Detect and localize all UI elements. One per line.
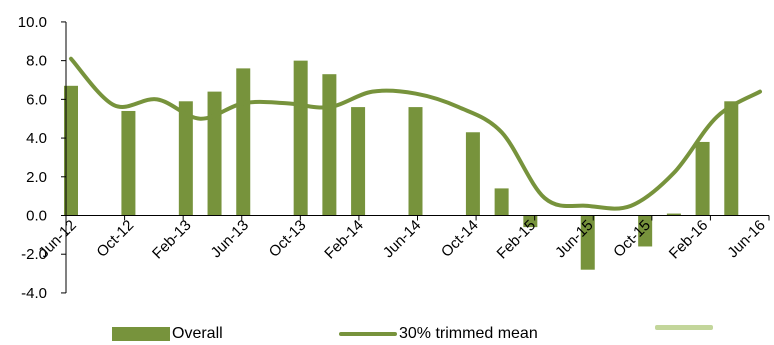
legend-swatch-unlabeled <box>655 325 713 330</box>
y-tick-label: -4.0 <box>21 285 47 302</box>
y-tick-label: 2.0 <box>26 169 47 186</box>
x-tick-label: Feb-13 <box>149 217 195 263</box>
bar-Feb-14 <box>351 107 366 216</box>
legend-label-trimmed-mean: 30% trimmed mean <box>399 325 538 342</box>
lines-layer <box>69 56 762 211</box>
bars-layer <box>64 60 739 270</box>
legend-item-trimmed-mean: 30% trimmed mean <box>339 325 538 343</box>
x-tick-label: Feb-14 <box>321 217 367 263</box>
y-tick-labels: 10.0 8.0 6.0 4.0 2.0 0.0 -2.0 -4.0 <box>18 14 47 302</box>
legend-label-overall: Overall <box>172 325 223 342</box>
y-tick-label: 6.0 <box>26 91 47 108</box>
chart: 10.08.06.04.02.00.0-2.0-4.0 Jun-12 Oct-12… <box>18 14 770 302</box>
x-tick-label: Oct-13 <box>266 217 310 261</box>
axes-layer <box>61 21 770 294</box>
bar-Dec-15 <box>666 213 681 216</box>
x-tick-label: Jun-14 <box>380 217 424 261</box>
bar-Feb-13 <box>178 101 193 216</box>
bar-Jun-12 <box>64 85 78 216</box>
x-tick-label: Oct-14 <box>438 217 482 261</box>
legend-swatch-trimmed-mean <box>339 332 397 336</box>
legend-swatch-overall <box>112 327 170 341</box>
x-tick-label: Oct-12 <box>93 217 137 261</box>
legend: Overall 30% trimmed mean <box>0 322 774 345</box>
bar-Apr-16 <box>724 101 739 216</box>
y-tick-label: 10.0 <box>18 14 47 31</box>
x-tick-label: Jun-16 <box>724 217 768 261</box>
y-tick-label: 4.0 <box>26 130 47 147</box>
legend-item-overall: Overall <box>112 325 223 343</box>
bar-Dec-14 <box>494 188 509 216</box>
y-tick-label: -2.0 <box>21 246 47 263</box>
y-tick-label: 8.0 <box>26 53 47 70</box>
bar-Jun-14 <box>408 107 423 216</box>
bar-Feb-16 <box>695 141 710 216</box>
bar-Oct-14 <box>465 132 480 216</box>
x-tick-label: Feb-15 <box>494 217 540 263</box>
bar-Jun-15 <box>580 215 595 270</box>
y-tick-label: 0.0 <box>26 208 47 225</box>
x-tick-label: Jun-13 <box>208 217 252 261</box>
bar-Jun-13 <box>236 68 251 216</box>
line-trimmed-mean <box>69 56 762 211</box>
bar-Oct-12 <box>121 110 136 216</box>
bar-Oct-13 <box>293 60 308 216</box>
bar-Oct-15 <box>638 215 653 247</box>
legend-item-unlabeled <box>655 325 713 330</box>
x-tick-label: Feb-16 <box>666 217 712 263</box>
bar-Dec-13 <box>322 74 337 216</box>
bar-Feb-15 <box>523 215 538 228</box>
x-tick-labels: Jun-12 Oct-12 Feb-13 Jun-13 Oct-13 Feb-14 Jun-… <box>35 217 768 263</box>
bar-Apr-13 <box>207 91 222 216</box>
